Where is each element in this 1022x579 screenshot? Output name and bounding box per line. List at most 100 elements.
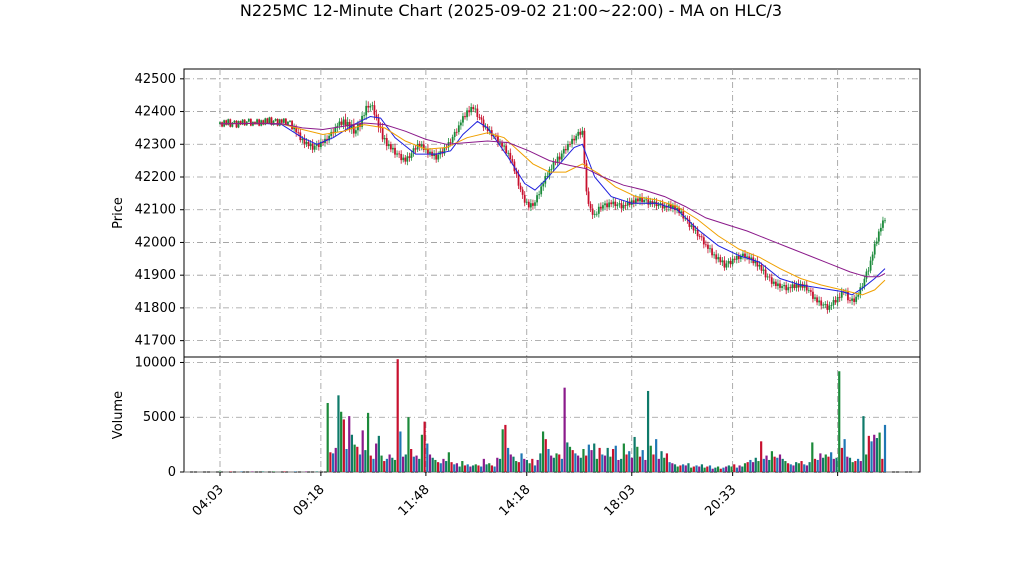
candle-body	[410, 153, 413, 158]
volume-bar	[760, 441, 763, 472]
candle-body	[614, 201, 617, 207]
candle-body	[381, 128, 384, 140]
candle-body	[268, 117, 271, 124]
candle-body	[873, 243, 876, 255]
candle-body	[443, 147, 446, 154]
volume-bar	[340, 411, 343, 472]
candle-body	[501, 142, 503, 147]
candle-body	[375, 114, 378, 118]
candle-body	[305, 141, 308, 144]
volume-bar	[611, 449, 615, 472]
candle-body	[877, 231, 880, 242]
candle-body	[604, 203, 606, 206]
candle-body	[406, 156, 409, 162]
volume-bar	[423, 421, 426, 472]
volume-bar	[261, 471, 265, 472]
volume-bar	[827, 456, 830, 472]
volume-bar	[606, 447, 609, 472]
candle-body	[365, 105, 368, 116]
candle-body	[622, 205, 625, 209]
candle-body	[398, 153, 401, 155]
candle-body	[739, 256, 742, 260]
candle-body	[620, 203, 623, 209]
volume-bar	[377, 435, 380, 472]
candle-body	[807, 290, 810, 292]
volume-bar	[571, 450, 574, 472]
volume-bar	[695, 465, 698, 472]
volume-bar	[412, 456, 415, 472]
candle-body	[875, 241, 878, 244]
candle-body	[772, 281, 775, 284]
volume-bar	[862, 416, 865, 472]
candle-body	[707, 244, 709, 249]
candle-body	[336, 125, 339, 128]
volume-bar	[369, 455, 372, 472]
candle-body	[793, 284, 796, 289]
volume-bar	[480, 466, 483, 472]
price-y-axis-label: Price	[111, 197, 126, 229]
volume-bar	[770, 451, 774, 472]
volume-bar	[754, 457, 757, 472]
volume-bar	[485, 464, 488, 472]
candle-body	[311, 143, 314, 150]
candle-body	[525, 201, 528, 203]
moving-average-lines	[219, 115, 886, 296]
volume-bar	[272, 471, 275, 472]
candle-body	[278, 119, 281, 126]
volume-gridlines	[184, 357, 920, 473]
volume-bar	[396, 359, 399, 472]
candle-body	[517, 174, 520, 186]
candle-body	[225, 120, 228, 125]
volume-bar	[856, 458, 860, 472]
volume-bar	[550, 455, 553, 472]
price-y-tick-label: 42500	[135, 72, 176, 87]
volume-bar	[544, 439, 547, 472]
candle-body	[859, 287, 862, 295]
candle-body	[849, 300, 851, 302]
candle-body	[437, 154, 440, 160]
candle-body	[542, 183, 545, 187]
chart-title: N225MC 12-Minute Chart (2025-09-02 21:00…	[240, 1, 782, 20]
candle-body	[455, 131, 458, 133]
candle-body	[680, 211, 683, 214]
candle-body	[688, 219, 691, 227]
volume-bar	[800, 461, 803, 472]
candle-body	[651, 201, 654, 205]
candle-body	[303, 138, 306, 144]
candle-body	[676, 208, 678, 211]
candle-body	[457, 125, 460, 133]
candle-body	[346, 121, 349, 127]
volume-bar	[329, 452, 332, 472]
candle-body	[863, 278, 866, 287]
candle-body	[711, 248, 713, 256]
volume-bar	[541, 431, 545, 472]
volume-bar	[383, 461, 386, 472]
volume-bar	[466, 464, 469, 472]
candle-body	[435, 153, 438, 160]
candle-body	[756, 260, 759, 267]
volume-bar	[568, 446, 572, 472]
volume-bar	[808, 462, 811, 472]
volume-bar	[706, 466, 709, 472]
candle-body	[529, 203, 532, 208]
candle-body	[727, 260, 730, 264]
candle-body	[812, 291, 814, 299]
volume-bar	[738, 465, 741, 472]
volume-bar	[356, 446, 359, 472]
candle-body	[781, 286, 783, 288]
volume-bar	[700, 464, 704, 472]
candle-body	[589, 203, 592, 209]
volume-bar	[644, 459, 647, 472]
candle-body	[579, 131, 582, 135]
candle-body	[371, 105, 374, 107]
volume-bar	[331, 453, 335, 472]
candle-body	[696, 229, 699, 237]
candle-body	[869, 260, 872, 271]
volume-bar	[582, 449, 585, 472]
candle-body	[233, 120, 236, 123]
volume-bar	[498, 458, 502, 472]
candle-body	[408, 156, 411, 158]
candle-body	[632, 200, 635, 203]
volume-bar	[633, 436, 636, 472]
